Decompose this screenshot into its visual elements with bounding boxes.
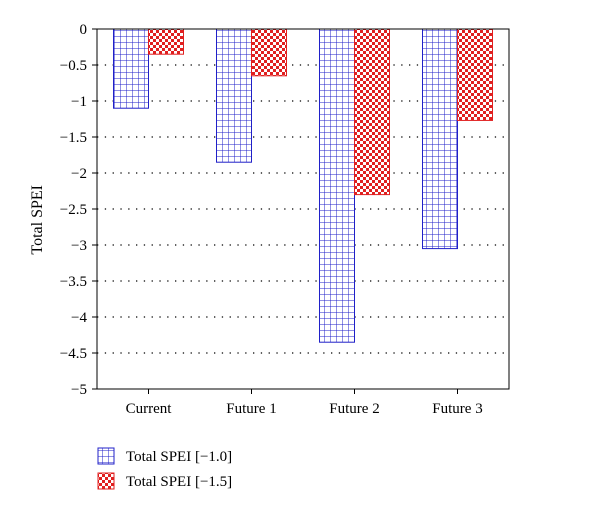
legend: Total SPEI [−1.0] Total SPEI [−1.5]: [97, 447, 232, 490]
bar-2-current: [148, 28, 184, 55]
y-tick-label: −4.5: [60, 346, 87, 362]
bar-2-future-2: [354, 28, 390, 196]
bars: [113, 28, 493, 343]
y-tick-label: −1.5: [60, 130, 87, 146]
y-tick-label: −3: [71, 238, 87, 254]
x-tick-label: Future 1: [226, 401, 276, 417]
bar-1-future-1: [216, 28, 252, 163]
legend-item-series-1: Total SPEI [−1.0]: [97, 447, 232, 465]
y-tick-label: −2.5: [60, 202, 87, 218]
legend-item-series-2: Total SPEI [−1.5]: [97, 472, 232, 490]
y-axis-ticks: 0 −0.5 −1 −1.5 −2 −2.5 −3 −3.5 −4 −4.5 −5: [60, 22, 97, 398]
y-tick-label: −3.5: [60, 274, 87, 290]
bar-1-current: [113, 28, 149, 109]
legend-label-series-2: Total SPEI [−1.5]: [126, 474, 232, 490]
bar-2-future-3: [457, 28, 493, 121]
legend-label-series-1: Total SPEI [−1.0]: [126, 449, 232, 465]
bar-1-future-3: [422, 28, 458, 250]
y-tick-label: −4: [71, 310, 87, 326]
y-tick-label: −5: [71, 382, 87, 398]
x-tick-label: Future 2: [329, 401, 379, 417]
bar-1-future-2: [319, 28, 355, 343]
y-axis-label: Total SPEI: [29, 185, 46, 255]
y-tick-label: −1: [71, 94, 87, 110]
x-tick-label: Future 3: [432, 401, 482, 417]
x-tick-label: Current: [126, 401, 173, 417]
x-axis-ticks: Current Future 1 Future 2 Future 3: [126, 389, 483, 417]
y-tick-label: −0.5: [60, 58, 87, 74]
bar-2-future-1: [251, 28, 287, 77]
legend-swatch-series-2: [97, 472, 115, 490]
legend-swatch-series-1: [97, 447, 115, 465]
y-tick-label: 0: [80, 22, 88, 38]
y-tick-label: −2: [71, 166, 87, 182]
